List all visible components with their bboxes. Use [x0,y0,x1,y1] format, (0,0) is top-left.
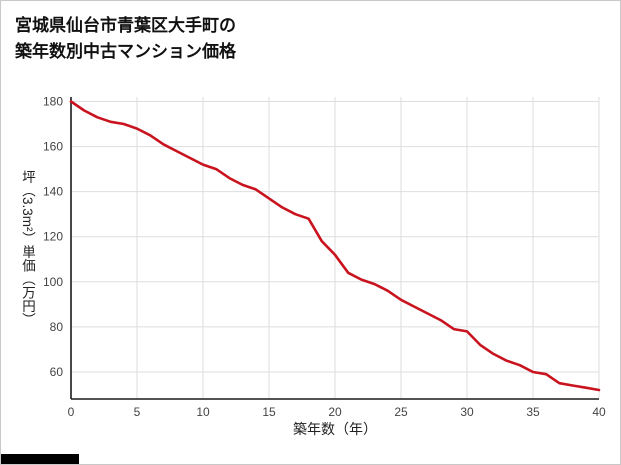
y-axis-label: 坪（3.3m²）単価（万円） [20,170,35,327]
chart-title: 宮城県仙台市青葉区大手町の 築年数別中古マンション価格 [15,13,236,66]
x-tick-label: 5 [134,405,141,419]
x-tick-label: 10 [196,405,210,419]
y-tick-label: 100 [43,275,63,289]
x-tick-label: 20 [328,405,342,419]
chart-title-line2: 築年数別中古マンション価格 [15,42,236,62]
x-tick-label: 25 [394,405,408,419]
y-tick-label: 80 [50,320,64,334]
x-tick-label: 40 [592,405,606,419]
price-line-series [69,100,601,392]
x-axis-label: 築年数（年） [293,421,377,437]
x-tick-label: 15 [262,405,276,419]
y-tick-label: 140 [43,185,63,199]
y-tick-label: 60 [50,365,64,379]
x-tick-label: 30 [460,405,474,419]
footer-bar [1,454,79,464]
x-tick-label: 0 [68,405,75,419]
y-tick-label: 120 [43,230,63,244]
x-tick-label: 35 [526,405,540,419]
y-tick-label: 180 [43,95,63,109]
y-tick-label: 160 [43,140,63,154]
chart-title-line1: 宮城県仙台市青葉区大手町の [15,16,236,35]
